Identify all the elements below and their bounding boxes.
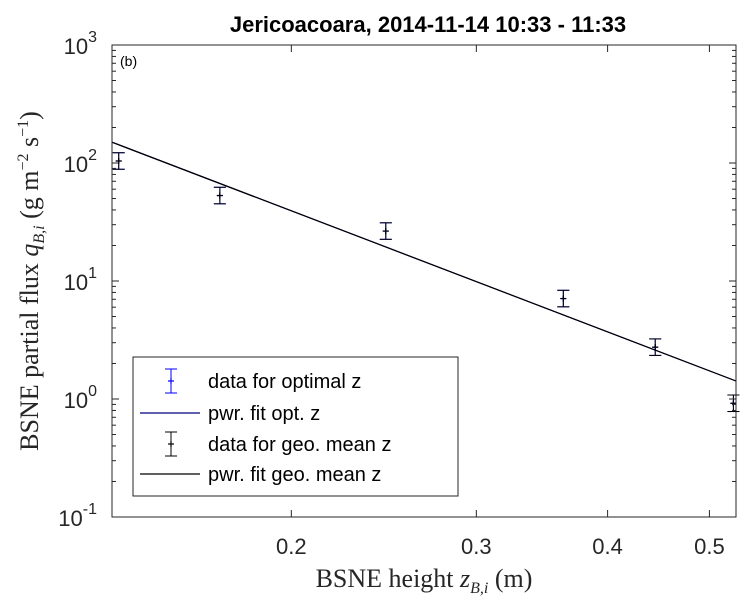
data-point (727, 394, 740, 413)
x-axis-label: BSNE height zB,i (m) (316, 564, 533, 597)
plot-frame (111, 44, 737, 518)
legend-item: data for optimal z (165, 368, 361, 394)
data-point (649, 338, 662, 356)
legend-box (132, 356, 459, 497)
x-axis-ticks: 0.2 0.3 0.4 0.5 (276, 45, 725, 559)
x-tick-label: 0.3 (461, 534, 492, 559)
x-tick-label: 0.5 (694, 534, 725, 559)
y-tick-label: 103 (64, 29, 97, 59)
legend-label: pwr. fit opt. z (208, 403, 320, 425)
fit-line-1 (111, 141, 737, 382)
chart-title: Jericoacoara, 2014-11-14 10:33 - 11:33 (230, 12, 626, 37)
legend-label: data for geo. mean z (208, 434, 391, 456)
data-point (557, 289, 570, 308)
legend-item: pwr. fit geo. mean z (140, 464, 381, 486)
y-tick-label: 102 (64, 147, 97, 177)
x-tick-label: 0.4 (592, 534, 623, 559)
panel-label: (b) (120, 53, 137, 69)
legend: data for optimal z pwr. fit opt. z data fo… (132, 356, 459, 497)
y-tick-label: 10-1 (58, 501, 97, 531)
y-tick-label: 100 (64, 383, 97, 413)
data-point (112, 152, 125, 170)
legend-item: data for geo. mean z (165, 431, 391, 457)
fit-lines (111, 141, 737, 382)
data-point (213, 186, 226, 205)
x-tick-label: 0.2 (276, 534, 307, 559)
data-points (112, 152, 740, 413)
y-tick-label: 101 (64, 265, 97, 295)
legend-label: pwr. fit geo. mean z (208, 464, 381, 486)
legend-item: pwr. fit opt. z (140, 403, 320, 425)
data-point (379, 222, 392, 240)
y-axis-ticks: 10-1 100 101 102 103 (58, 29, 736, 531)
legend-label: data for optimal z (208, 371, 361, 393)
